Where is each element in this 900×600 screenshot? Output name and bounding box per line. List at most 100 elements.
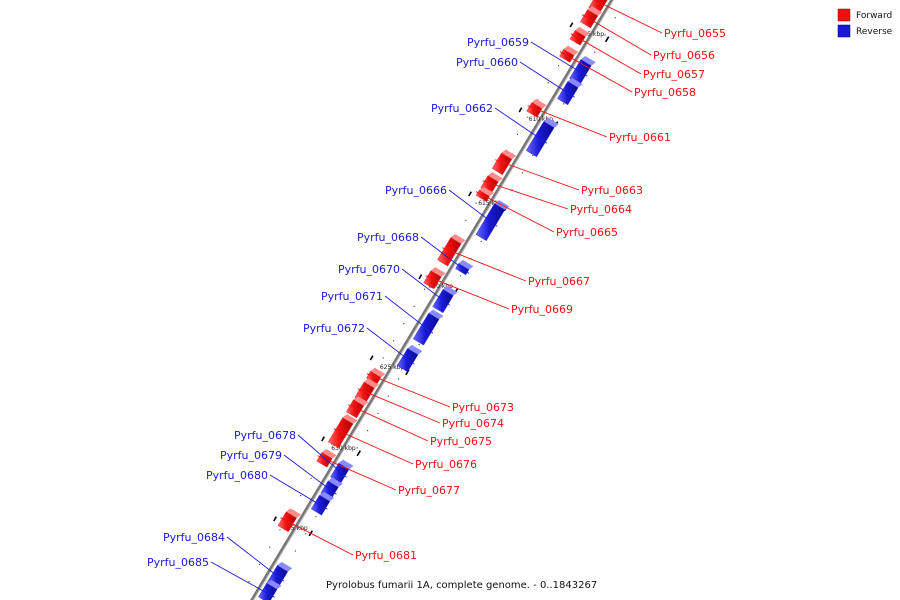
major-tick-mark (468, 191, 472, 197)
gene-label-pyrfu-0667[interactable]: Pyrfu_0667 (528, 275, 590, 288)
leader-line-pyrfu-0670 (401, 268, 451, 306)
gene-label-pyrfu-0657[interactable]: Pyrfu_0657 (643, 68, 705, 81)
leader-line-pyrfu-0674 (357, 388, 441, 424)
leader-line-pyrfu-0681 (280, 517, 354, 556)
leader-line-pyrfu-0677 (317, 455, 397, 491)
gene-label-pyrfu-0665[interactable]: Pyrfu_0665 (556, 226, 618, 239)
gene-glyph-cap (580, 56, 596, 66)
gene-glyph-cap (458, 260, 474, 270)
minor-tick (300, 495, 302, 497)
minor-tick (413, 305, 415, 307)
gene-label-pyrfu-0670[interactable]: Pyrfu_0670 (338, 263, 400, 276)
gene-glyph-pyrfu-0675[interactable] (346, 396, 369, 419)
leader-line-pyrfu-0675 (348, 404, 429, 442)
gene-label-pyrfu-0674[interactable]: Pyrfu_0674 (442, 417, 504, 430)
gene-glyph-cap (370, 367, 386, 378)
gene-label-pyrfu-0672[interactable]: Pyrfu_0672 (303, 322, 365, 335)
gene-glyph-cap (567, 78, 583, 88)
gene-label-pyrfu-0685[interactable]: Pyrfu_0685 (147, 556, 209, 569)
gene-glyph-pyrfu-0669[interactable] (423, 267, 446, 290)
gene-label-pyrfu-0666[interactable]: Pyrfu_0666 (385, 184, 447, 197)
minor-tick (604, 34, 606, 36)
gene-label-pyrfu-0669[interactable]: Pyrfu_0669 (511, 303, 573, 316)
minor-tick (459, 275, 462, 277)
gene-glyph-face (475, 203, 506, 241)
leader-line-pyrfu-0658 (559, 51, 633, 93)
gene-glyph-pyrfu-0663[interactable] (491, 149, 517, 175)
gene-glyph-cap (277, 562, 293, 572)
minor-tick (248, 581, 250, 583)
gene-glyph-pyrfu-0671[interactable] (413, 309, 444, 346)
minor-tick (398, 378, 400, 380)
minor-tick (521, 172, 523, 174)
leader-line-pyrfu-0676 (333, 428, 414, 465)
gene-glyph-cap (587, 6, 603, 16)
gene-label-pyrfu-0660[interactable]: Pyrfu_0660 (456, 56, 518, 69)
gene-glyph-pyrfu-0670[interactable] (432, 286, 458, 314)
gene-label-pyrfu-0664[interactable]: Pyrfu_0664 (570, 203, 632, 216)
gene-label-pyrfu-0676[interactable]: Pyrfu_0676 (415, 458, 477, 471)
major-tick-mark (356, 450, 361, 457)
gene-glyph-face (316, 452, 333, 468)
minor-tick (382, 357, 384, 359)
minor-tick (527, 116, 529, 118)
minor-tick (367, 430, 369, 432)
gene-label-pyrfu-0662[interactable]: Pyrfu_0662 (431, 102, 493, 115)
gene-label-pyrfu-0680[interactable]: Pyrfu_0680 (206, 469, 268, 482)
gene-label-pyrfu-0659[interactable]: Pyrfu_0659 (467, 36, 529, 49)
gene-label-pyrfu-0655[interactable]: Pyrfu_0655 (664, 27, 726, 40)
gene-glyph-cap (342, 414, 358, 424)
leader-line-pyrfu-0663 (495, 159, 580, 191)
leader-line-pyrfu-0661 (527, 105, 608, 138)
minor-tick (563, 103, 565, 105)
minor-tick (294, 550, 296, 552)
gene-label-pyrfu-0661[interactable]: Pyrfu_0661 (609, 131, 671, 144)
leader-line-pyrfu-0662 (494, 107, 548, 144)
gene-label-pyrfu-0675[interactable]: Pyrfu_0675 (430, 435, 492, 448)
minor-tick (475, 202, 477, 204)
gene-glyph-face (413, 312, 440, 346)
minor-tick (356, 447, 358, 449)
gene-glyph-pyrfu-0672[interactable] (397, 345, 423, 373)
gene-glyph-pyrfu-0676[interactable] (328, 414, 358, 449)
gene-glyph-face (491, 152, 513, 175)
leader-line-pyrfu-0671 (384, 295, 434, 334)
gene-label-pyrfu-0668[interactable]: Pyrfu_0668 (357, 231, 419, 244)
leader-line-pyrfu-0655 (593, 0, 663, 34)
legend-swatch-forward (837, 8, 851, 22)
gene-labels: Pyrfu_0655 Pyrfu_0656 Pyrfu_0657 Pyrfu_0658… (147, 0, 726, 598)
gene-label-pyrfu-0656[interactable]: Pyrfu_0656 (653, 49, 715, 62)
gene-label-pyrfu-0684[interactable]: Pyrfu_0684 (163, 531, 225, 544)
leader-line-pyrfu-0664 (482, 180, 569, 210)
gene-glyph-pyrfu-0661[interactable] (526, 99, 547, 118)
major-tick-mark (604, 36, 610, 43)
gene-label-pyrfu-0671[interactable]: Pyrfu_0671 (321, 290, 383, 303)
minor-tick (532, 154, 534, 156)
gene-glyph-pyrfu-0667[interactable] (437, 234, 466, 267)
gene-label-pyrfu-0681[interactable]: Pyrfu_0681 (355, 549, 417, 562)
gene-label-pyrfu-0658[interactable]: Pyrfu_0658 (634, 86, 696, 99)
minor-tick (392, 340, 395, 342)
leader-line-pyrfu-0659 (530, 41, 588, 77)
major-tick-mark (273, 516, 277, 522)
gene-glyph-face (397, 348, 419, 373)
gene-glyph-pyrfu-0681[interactable] (277, 508, 301, 533)
gene-label-pyrfu-0678[interactable]: Pyrfu_0678 (234, 429, 296, 442)
gene-glyph-cap (563, 45, 579, 56)
gene-glyph-pyrfu-0668[interactable] (455, 260, 474, 276)
minor-tick (269, 546, 271, 548)
tick-label: 630 kbp (331, 445, 356, 452)
gene-label-pyrfu-0679[interactable]: Pyrfu_0679 (220, 449, 282, 462)
leader-line-pyrfu-0656 (581, 14, 652, 56)
gene-glyph-face (328, 417, 354, 449)
gene-glyph-cap (430, 267, 446, 277)
gene-label-pyrfu-0663[interactable]: Pyrfu_0663 (581, 184, 643, 197)
gene-label-pyrfu-0677[interactable]: Pyrfu_0677 (398, 484, 460, 497)
gene-glyph-cap (501, 149, 517, 160)
gene-glyph-cap (407, 345, 423, 355)
tick-label: 605 kbp (580, 31, 605, 38)
minor-tick (387, 395, 389, 397)
gene-label-pyrfu-0673[interactable]: Pyrfu_0673 (452, 401, 514, 414)
legend-label-reverse: Reverse (856, 27, 893, 37)
minor-tick (377, 412, 379, 414)
